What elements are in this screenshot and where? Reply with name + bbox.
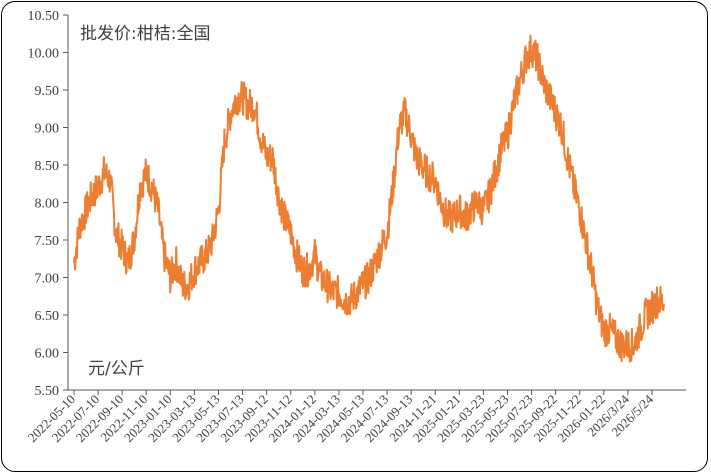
unit-label: 元/公斤 [88,359,145,379]
y-tick-label: 6.00 [35,347,60,362]
y-tick-label: 5.50 [35,384,60,399]
y-tick-label: 10.50 [28,9,60,24]
y-tick-label: 8.00 [35,197,60,212]
y-axis-ticks: 5.50 6.00 6.50 7.00 7.50 8.00 8.50 9.00 9.50 10.0… [28,9,68,399]
y-tick-label: 9.50 [35,84,60,99]
price-series-line [73,34,665,363]
y-tick-label: 7.00 [35,272,60,287]
y-tick-label: 10.00 [28,47,60,62]
y-tick-label: 9.00 [35,122,60,137]
y-tick-label: 6.50 [35,309,60,324]
y-tick-label: 8.50 [35,159,60,174]
chart-title: 批发价:柑桔:全国 [80,24,210,44]
y-tick-label: 7.50 [35,234,60,249]
x-axis-ticks: 2022-05-102022-07-102022-09-102022-11-10… [25,390,656,445]
